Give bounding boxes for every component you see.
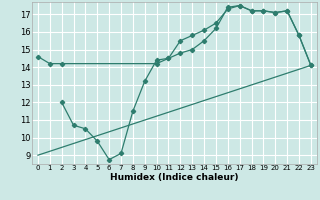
X-axis label: Humidex (Indice chaleur): Humidex (Indice chaleur) (110, 173, 239, 182)
